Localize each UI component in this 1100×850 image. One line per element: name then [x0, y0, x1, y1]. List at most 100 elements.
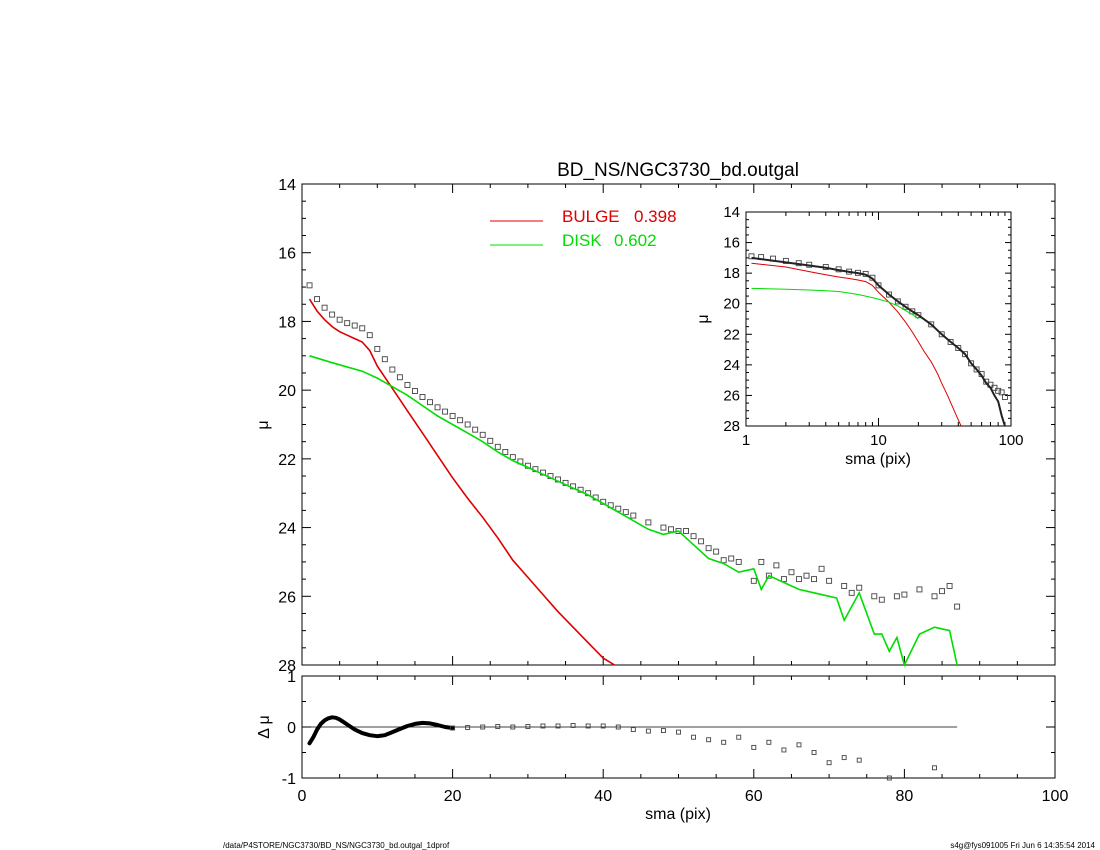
residual-data-point — [570, 723, 576, 728]
residual-data-point — [465, 725, 471, 730]
inset-data-point — [995, 387, 1002, 394]
inset-model-line — [751, 256, 1006, 427]
main-data-point — [472, 426, 479, 433]
residual-data-point — [585, 723, 591, 729]
main-data-point — [848, 589, 855, 596]
residual-data-point — [736, 734, 742, 740]
main-data-point — [645, 519, 652, 526]
main-data-point — [396, 374, 403, 381]
residual-data-point — [645, 728, 651, 734]
inset-data-point — [902, 303, 909, 310]
inset-data-point — [968, 360, 975, 367]
main-data-point — [720, 557, 727, 564]
inset-y-tick-label: 28 — [723, 418, 740, 435]
residual-data-point — [450, 725, 456, 731]
main-disk-line — [309, 355, 958, 668]
residual-data-point — [676, 729, 681, 735]
main-data-point — [871, 593, 878, 600]
main-data-point — [758, 558, 765, 565]
main-data-point — [419, 394, 426, 400]
residual-data-point — [721, 739, 727, 745]
main-data-point — [494, 443, 501, 450]
residual-data-point — [841, 755, 847, 761]
residual-x-tick-label: 60 — [745, 788, 763, 805]
main-data-point — [826, 577, 833, 584]
main-data-point — [306, 282, 313, 289]
main-data-point — [916, 586, 923, 593]
residual-data-point — [856, 757, 862, 763]
inset-data-point — [915, 312, 922, 319]
main-data-point — [728, 555, 735, 562]
main-data-point — [705, 545, 712, 552]
inset-data-point — [938, 331, 945, 338]
main-data-point — [683, 528, 689, 534]
inset-x-tick-label: 1 — [742, 432, 750, 449]
inset-data-point — [973, 366, 980, 373]
main-data-point — [427, 399, 433, 406]
inset-y-tick-label: 18 — [723, 265, 740, 282]
residual-x-tick-label: 40 — [594, 788, 612, 805]
inset-y-tick-label: 26 — [723, 387, 740, 404]
footer-timestamp: s4g@fys091005 Fri Jun 6 14:35:54 2014 — [950, 841, 1095, 850]
main-data-point — [713, 548, 720, 555]
main-data-point — [788, 569, 795, 576]
residual-data-point — [796, 742, 802, 748]
legend: BULGE 0.398 DISK 0.602 — [490, 207, 677, 250]
main-data-point — [931, 593, 938, 600]
inset-data-point — [962, 351, 969, 358]
residual-y-tick-label: -1 — [282, 771, 296, 788]
main-y-tick-label: 18 — [278, 314, 296, 331]
residual-data-point — [510, 724, 516, 730]
main-y-tick-label: 14 — [278, 177, 296, 194]
main-data-point — [780, 576, 787, 583]
inset-x-tick-label: 100 — [998, 432, 1023, 449]
main-y-tick-label: 22 — [278, 452, 296, 469]
inset-disk-line — [751, 287, 919, 320]
inset-data-point — [947, 338, 954, 345]
inset-data-point — [886, 291, 892, 298]
main-bulge-line — [308, 298, 615, 666]
main-x-axis-label: sma (pix) — [645, 806, 711, 823]
residual-data-point — [495, 724, 501, 729]
main-data-point — [487, 437, 494, 444]
inset-data-point — [998, 389, 1005, 396]
residual-x-tick-label: 0 — [298, 788, 307, 805]
main-y-tick-label: 16 — [278, 246, 296, 263]
legend-disk-label: DISK — [562, 231, 602, 250]
residual-data-point — [480, 724, 486, 730]
main-data-point — [773, 562, 780, 569]
main-data-point — [442, 408, 449, 415]
inset-data-point — [928, 321, 935, 328]
main-data-point — [344, 320, 351, 327]
residual-data-point — [660, 728, 666, 734]
residual-y-tick-label: 1 — [287, 669, 296, 686]
main-data-point — [509, 454, 516, 461]
inset-y-tick-label: 24 — [723, 357, 740, 374]
main-data-point — [457, 417, 464, 424]
main-data-point — [381, 356, 388, 363]
legend-bulge-label: BULGE — [562, 207, 620, 226]
main-data-point — [893, 593, 900, 600]
main-data-point — [668, 526, 674, 533]
main-data-point — [690, 533, 697, 540]
main-data-point — [351, 322, 358, 329]
main-data-point — [818, 565, 825, 572]
residual-data-point — [525, 724, 531, 729]
main-data-point — [878, 596, 885, 603]
inset-data-point — [1001, 394, 1008, 400]
residual-data-point — [781, 747, 787, 753]
main-data-point — [434, 404, 441, 411]
main-data-point — [449, 412, 456, 419]
main-data-point — [698, 538, 705, 545]
legend-disk-value: 0.602 — [614, 231, 657, 250]
main-data-point — [321, 304, 328, 311]
inset-y-tick-label: 22 — [723, 326, 740, 343]
residual-data-points — [450, 723, 937, 781]
main-data-point — [901, 591, 908, 598]
main-data-point — [329, 311, 336, 318]
main-data-point — [946, 583, 953, 589]
inset-y-tick-label: 20 — [723, 296, 740, 313]
residual-y-axis-label: Δ μ — [256, 715, 273, 738]
residual-data-point — [811, 750, 817, 755]
residual-data-point — [630, 727, 636, 732]
